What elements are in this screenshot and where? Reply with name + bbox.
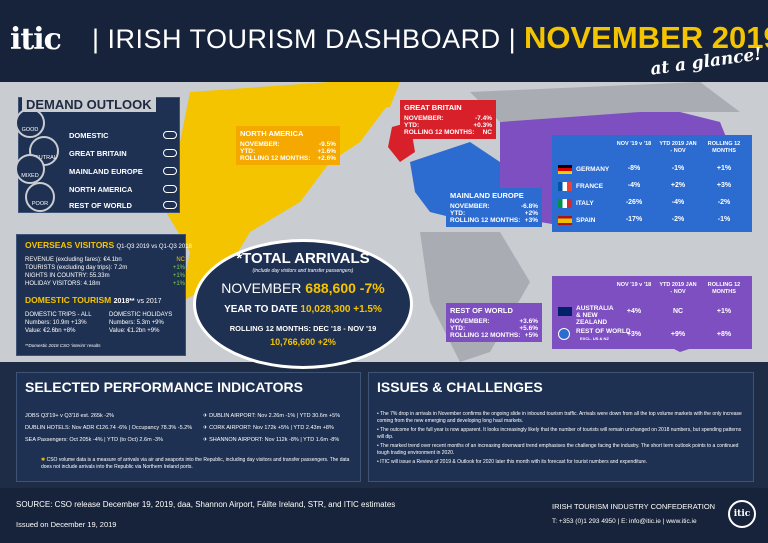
issues-title: ISSUES & CHALLENGES xyxy=(377,379,543,395)
demand-item-europe: MAINLAND EUROPE xyxy=(69,167,143,176)
spi-title: SELECTED PERFORMANCE INDICATORS xyxy=(25,379,303,395)
total-arrivals-badge: *TOTAL ARRIVALS (include day visitors an… xyxy=(193,239,413,369)
demand-item-gb: GREAT BRITAIN xyxy=(69,149,127,158)
header-ytd: YTD 2019 JAN - NOV xyxy=(659,141,697,154)
domestic-title: DOMESTIC TOURISM xyxy=(25,295,112,305)
greenland-shape xyxy=(330,82,400,112)
domestic-holidays: DOMESTIC HOLIDAYS Numbers: 5.3m +9% Valu… xyxy=(109,312,173,334)
issues-panel: ISSUES & CHALLENGES • The 7% drop in arr… xyxy=(368,372,754,482)
cloud-icon xyxy=(163,167,177,175)
overseas-visitors-panel: OVERSEAS VISITORS Q1-Q3 2019 vs Q1-Q3 20… xyxy=(16,234,192,356)
domestic-footnote: **Domestic 2018 CSO ‘interim’ results xyxy=(25,343,101,348)
country-rest-of-world-sub: EXCL. US & NZ xyxy=(580,336,609,341)
demand-outlook-title: DEMAND OUTLOOK xyxy=(22,97,156,112)
star-icon: ✱ xyxy=(41,457,47,463)
country-rest-of-world: REST OF WORLD xyxy=(576,328,631,335)
france-flag-icon xyxy=(558,182,572,191)
plane-icon: ✈ xyxy=(203,437,210,443)
header: itic | IRISH TOURISM DASHBOARD | NOVEMBE… xyxy=(0,0,768,82)
country-italy: ITALY xyxy=(576,200,594,207)
performance-indicators-panel: SELECTED PERFORMANCE INDICATORS JOBS Q3'… xyxy=(16,372,361,482)
arrivals-november: NOVEMBER 688,600 -7% xyxy=(221,280,385,296)
arrivals-ytd: YEAR TO DATE 10,028,300 +1.5% xyxy=(224,304,382,315)
overseas-title: OVERSEAS VISITORS xyxy=(25,240,115,250)
sun-cloud-icon xyxy=(163,201,177,209)
header-rolling: ROLLING 12 MONTHS xyxy=(707,141,741,154)
russia-shape xyxy=(470,82,740,122)
europe-country-table: NOV '19 v '18 YTD 2019 JAN - NOV ROLLING… xyxy=(552,135,752,232)
arrivals-sub: (include day visitors and transfer passe… xyxy=(252,268,354,274)
gauge-good: GOOD xyxy=(15,108,45,138)
arrivals-rolling-label: ROLLING 12 MONTHS: DEC '18 - NOV '19 xyxy=(229,324,377,333)
arrivals-rolling-value: 10,766,600 +2% xyxy=(270,337,336,347)
spi-note: ✱ CSO volume data is a measure of arriva… xyxy=(41,457,350,470)
footer-org: IRISH TOURISM INDUSTRY CONFEDERATION xyxy=(552,502,716,511)
gauge-poor: POOR xyxy=(25,182,55,212)
demand-item-na: NORTH AMERICA xyxy=(69,185,133,194)
north-america-callout: NORTH AMERICA NOVEMBER: -9.5% YTD: +1.6% R… xyxy=(236,126,340,165)
spain-flag-icon xyxy=(558,216,572,225)
mainland-europe-callout: MAINLAND EUROPE NOVEMBER: -6.8% YTD: +2% R… xyxy=(446,188,542,227)
demand-item-domestic: DOMESTIC xyxy=(69,131,109,140)
rest-of-world-table: NOV '19 v '18 YTD 2019 JAN - NOV ROLLING… xyxy=(552,276,752,349)
germany-flag-icon xyxy=(558,165,572,174)
header-nov: NOV '19 v '18 xyxy=(616,141,652,147)
footer-itic-logo: itic xyxy=(728,500,756,528)
demand-outlook-panel: GOOD NEUTRAL MIXED POOR DOMESTIC GREAT B… xyxy=(15,97,180,213)
country-spain: SPAIN xyxy=(576,217,596,224)
domestic-trips: DOMESTIC TRIPS - ALL Numbers: 10.9m +13%… xyxy=(25,312,92,334)
sun-cloud-icon xyxy=(163,185,177,193)
footer: SOURCE: CSO release December 19, 2019, d… xyxy=(0,488,768,543)
cloud-icon xyxy=(163,149,177,157)
month-title: NOVEMBER 2019 xyxy=(524,20,768,55)
country-france: FRANCE xyxy=(576,183,604,190)
africa-shape xyxy=(420,232,530,362)
itic-logo: itic xyxy=(10,22,62,57)
rest-of-world-callout: REST OF WORLD NOVEMBER: +3.6% YTD: +5.6% R… xyxy=(446,303,542,342)
country-germany: GERMANY xyxy=(576,166,610,173)
gauge-mixed: MIXED xyxy=(15,154,45,184)
overseas-period: Q1-Q3 2019 vs Q1-Q3 2018 xyxy=(116,244,192,250)
globe-icon xyxy=(558,328,570,340)
footer-contact: T: +353 (0)1 293 4950 | E: info@itic.ie … xyxy=(552,518,697,525)
plane-icon: ✈ xyxy=(203,413,210,419)
footer-issued: Issued on December 19, 2019 xyxy=(16,520,117,529)
footer-source: SOURCE: CSO release December 19, 2019, d… xyxy=(16,500,396,509)
sun-cloud-icon xyxy=(163,131,177,139)
callout-title: NORTH AMERICA xyxy=(240,129,304,138)
demand-item-row: REST OF WORLD xyxy=(69,201,132,210)
great-britain-callout: GREAT BRITAIN NOVEMBER: -7.4% YTD: +0.3% R… xyxy=(400,100,496,139)
dashboard-title: | IRISH TOURISM DASHBOARD | xyxy=(92,24,517,54)
australia-flag-icon xyxy=(558,307,572,316)
arrivals-title: *TOTAL ARRIVALS xyxy=(236,250,370,267)
plane-icon: ✈ xyxy=(203,425,210,431)
italy-flag-icon xyxy=(558,199,572,208)
country-anz: AUSTRALIA & NEW ZEALAND xyxy=(576,305,614,326)
